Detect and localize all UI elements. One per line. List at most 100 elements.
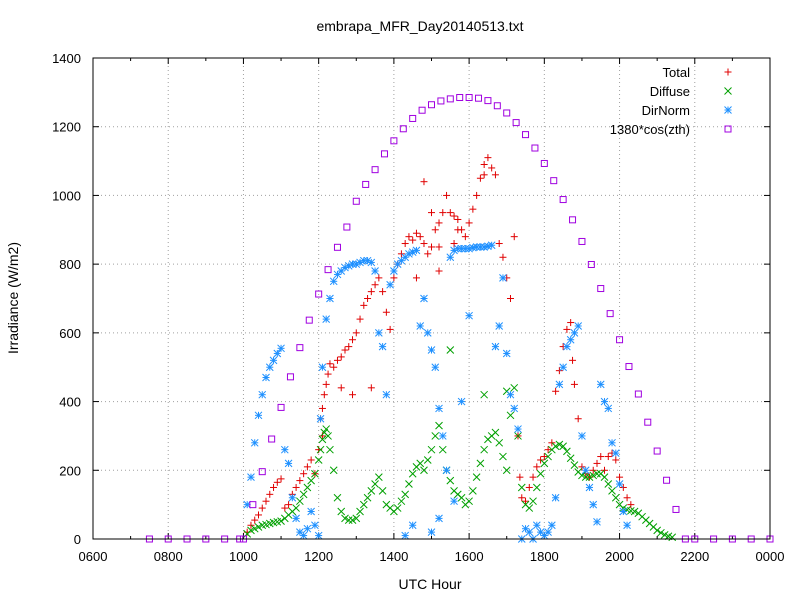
data-point [311, 521, 319, 530]
data-point [476, 174, 484, 182]
data-point [303, 483, 312, 492]
y-tick-label: 400 [59, 395, 81, 410]
data-point [510, 383, 519, 392]
data-point [416, 459, 425, 468]
x-tick-label: 1800 [530, 549, 559, 564]
data-point [499, 253, 507, 261]
data-point [465, 244, 473, 253]
legend-marker [724, 68, 732, 76]
data-point [450, 240, 458, 248]
data-point [574, 322, 583, 330]
tick-labels: 0600 0800 1000 1200 1400 1600 1800 2000 2200 0000… [52, 51, 784, 564]
data-point [465, 311, 473, 320]
data-point [307, 476, 315, 485]
data-point [465, 497, 473, 506]
data-point [616, 473, 624, 481]
data-point [563, 342, 571, 351]
data-point [409, 236, 417, 244]
data-point [615, 480, 624, 488]
data-point [277, 344, 285, 353]
data-point [589, 500, 598, 509]
data-point [390, 267, 398, 275]
data-point [316, 445, 325, 454]
data-point [431, 226, 439, 234]
data-point [277, 475, 285, 483]
data-point [604, 404, 613, 413]
data-point [296, 477, 304, 485]
data-point [491, 171, 499, 179]
data-point [537, 456, 545, 464]
plot-series [145, 94, 774, 543]
data-point [548, 521, 556, 530]
data-point [435, 421, 443, 430]
legend: Total Diffuse DirNorm 1380*cos(zth) [610, 65, 732, 137]
data-point [428, 209, 435, 217]
data-point [427, 528, 436, 536]
data-point [532, 521, 541, 530]
data-point [296, 344, 304, 352]
data-point [512, 119, 520, 127]
data-point [399, 125, 407, 133]
data-point [663, 476, 671, 484]
data-point [292, 514, 300, 523]
data-point [570, 461, 579, 469]
data-point [550, 177, 558, 185]
data-point [499, 452, 507, 461]
data-point [416, 233, 424, 241]
data-point [529, 497, 537, 506]
data-point [480, 390, 489, 399]
data-point [517, 483, 526, 492]
data-point [442, 466, 451, 475]
data-point [405, 480, 413, 488]
data-point [371, 281, 379, 289]
data-point [266, 490, 274, 498]
data-point [514, 432, 522, 440]
data-point [493, 102, 501, 110]
y-tick-label: 1200 [52, 120, 81, 135]
data-point [619, 483, 627, 491]
data-point [548, 439, 556, 447]
data-point [326, 445, 334, 454]
data-point [303, 524, 312, 533]
data-point [315, 290, 323, 298]
x-tick-label: 0800 [154, 549, 183, 564]
data-point [333, 243, 341, 251]
data-point [461, 233, 469, 241]
data-point [612, 456, 620, 464]
data-point [569, 216, 577, 224]
data-point [608, 487, 616, 495]
data-point [262, 497, 270, 505]
data-point [307, 507, 315, 516]
data-point [555, 367, 563, 375]
data-point [551, 442, 560, 451]
data-point [581, 473, 590, 482]
data-point [531, 144, 539, 152]
data-point [247, 521, 255, 529]
data-point [390, 137, 398, 145]
data-point [566, 454, 575, 463]
data-point [374, 473, 383, 482]
data-point [431, 432, 440, 440]
x-axis-title: UTC Hour [398, 576, 461, 592]
data-point [480, 445, 489, 454]
data-point [540, 459, 549, 468]
data-point [529, 473, 537, 481]
series-square [145, 94, 774, 543]
data-point [570, 380, 578, 388]
data-point [420, 294, 428, 303]
series-star [243, 241, 631, 543]
data-point [324, 432, 332, 440]
data-point [540, 453, 548, 461]
data-point [488, 164, 496, 172]
data-point [544, 446, 552, 454]
y-tick-label: 200 [59, 463, 81, 478]
data-point [502, 349, 511, 358]
data-point [360, 301, 368, 309]
data-point [292, 504, 300, 512]
data-point [356, 315, 364, 323]
data-point [630, 507, 639, 516]
data-point [397, 497, 406, 506]
data-point [273, 478, 281, 486]
data-point [277, 517, 285, 525]
data-point [439, 209, 447, 217]
